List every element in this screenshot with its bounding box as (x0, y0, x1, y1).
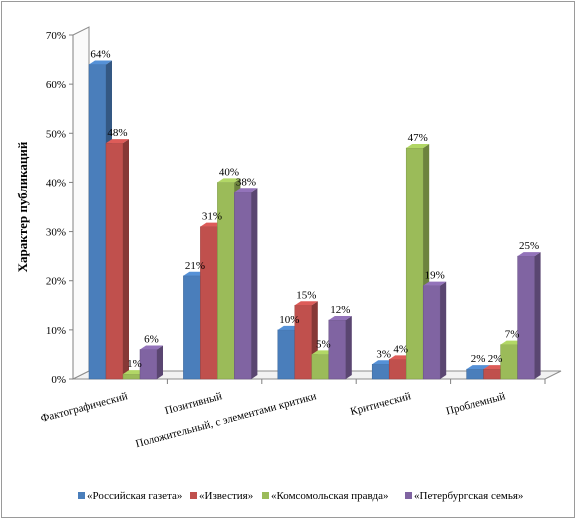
y-tick-label: 0% (51, 374, 66, 386)
bar (328, 316, 352, 380)
legend-swatch (262, 492, 269, 499)
legend-swatch (78, 492, 85, 499)
legend-label: «Комсомольская правда» (271, 490, 388, 502)
data-label: 1% (127, 358, 142, 370)
data-label: 64% (90, 48, 110, 60)
y-tick-label: 30% (46, 227, 66, 239)
y-tick-label: 70% (46, 30, 66, 42)
data-label: 2% (471, 353, 486, 365)
legend-swatch (190, 492, 197, 499)
category-label: Фактографический (39, 390, 129, 425)
data-label: 31% (202, 211, 222, 223)
y-axis-ticks: 0% 10% 20% 30% 40% 50% 60% 70% (46, 30, 73, 386)
y-tick-label: 40% (46, 177, 66, 189)
category-label: Проблемный (445, 390, 507, 417)
category-label: Положительный, с элементами критики (134, 390, 318, 450)
data-label: 2% (488, 353, 503, 365)
data-label: 21% (185, 260, 205, 272)
legend: «Российская газета» «Известия» «Комсомольс… (78, 490, 523, 502)
legend-label: «Петербургская семья» (414, 490, 523, 502)
y-axis-title: Характер публикаций (15, 141, 30, 272)
legend-entry: «Российская газета» (78, 490, 182, 502)
y-tick-label: 50% (46, 128, 66, 140)
category-label: Позитивный (164, 390, 224, 417)
data-labels: 64% 48% 1%6% 21% 31% 40%38% 10% 15% 5% 12% 3% 4% 47%… (90, 48, 539, 370)
bars (88, 60, 546, 384)
data-label: 7% (505, 329, 520, 341)
side-wall (72, 26, 90, 380)
legend-entry: «Комсомольская правда» (262, 490, 388, 502)
category-labels: Фактографический ПозитивныйПоложительный,… (39, 390, 506, 450)
data-label: 15% (296, 289, 316, 301)
legend-label: «Российская газета» (87, 490, 182, 502)
category-label: Критический (349, 390, 412, 418)
y-tick-label: 60% (46, 79, 66, 91)
data-label: 4% (393, 343, 408, 355)
bar (234, 188, 258, 380)
data-label: 10% (279, 314, 299, 326)
back-wall (88, 27, 561, 372)
bar (139, 345, 163, 380)
y-tick-label: 10% (46, 325, 66, 337)
bar (517, 252, 541, 380)
legend-entry: «Известия» (190, 490, 253, 502)
legend-entry: «Петербургская семья» (405, 490, 523, 502)
data-label: 19% (425, 270, 445, 282)
data-label: 48% (107, 127, 127, 139)
data-label: 6% (144, 334, 159, 346)
bar (105, 139, 129, 380)
data-label: 38% (236, 176, 256, 188)
data-label: 25% (519, 240, 539, 252)
data-label: 3% (376, 348, 391, 360)
bar (422, 281, 447, 380)
data-label: 12% (330, 304, 350, 316)
data-label: 5% (316, 338, 331, 350)
data-label: 40% (219, 166, 239, 178)
data-label: 47% (408, 132, 428, 144)
y-tick-label: 20% (46, 276, 66, 288)
legend-swatch (405, 492, 412, 499)
legend-label: «Известия» (199, 490, 253, 502)
